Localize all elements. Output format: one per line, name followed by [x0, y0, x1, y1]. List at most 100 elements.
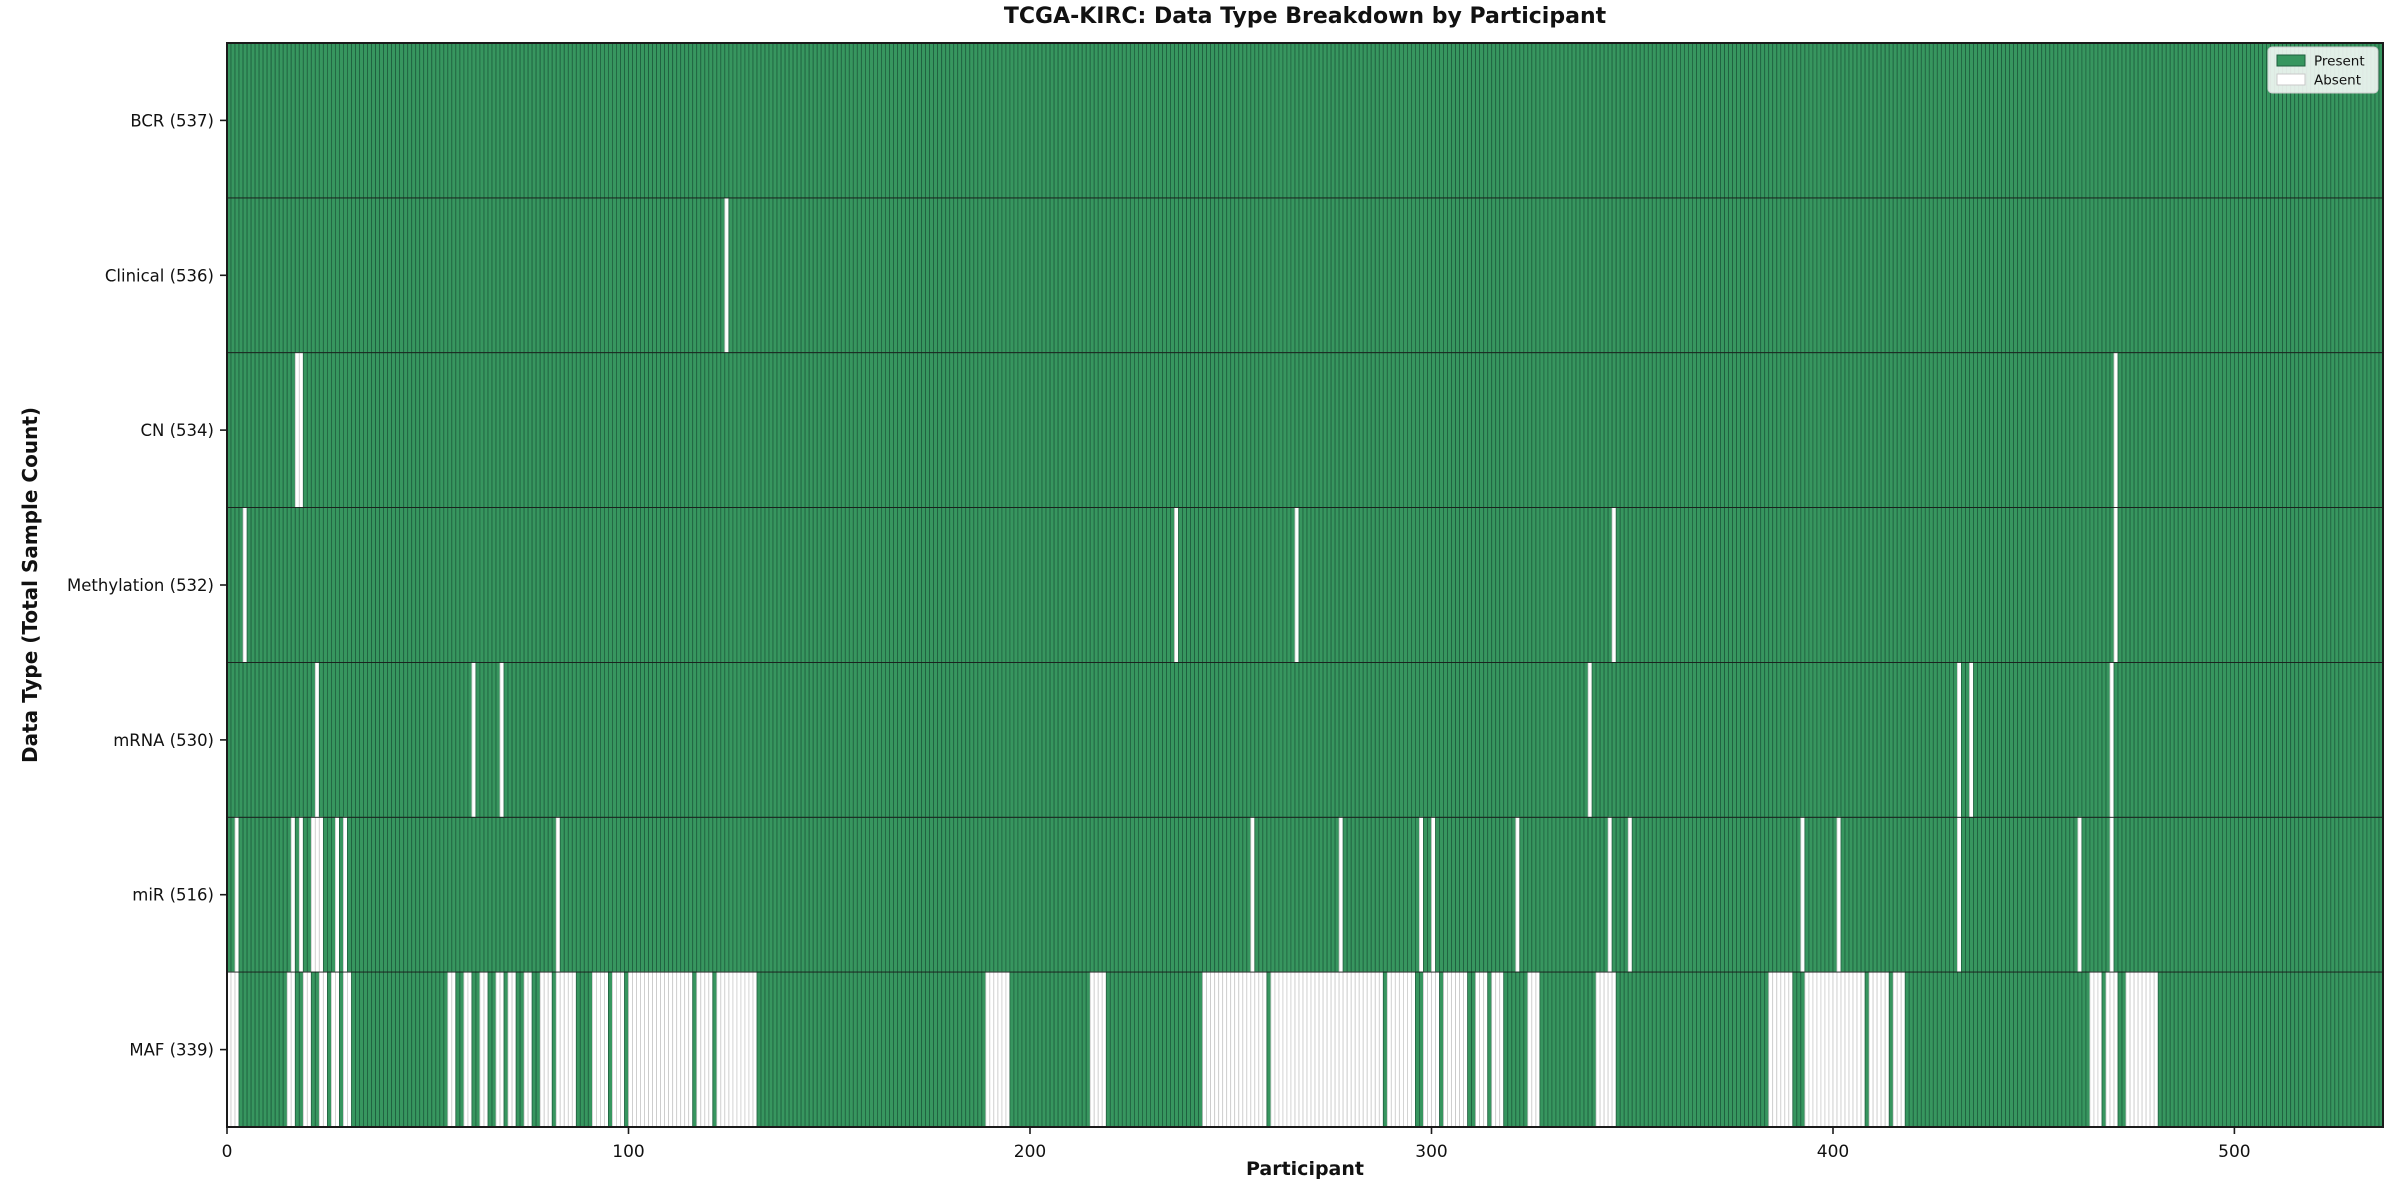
participant-cell: [1708, 662, 1713, 818]
participant-cell: [1559, 352, 1565, 508]
participant-cell: [555, 971, 561, 1128]
participant-cell: [784, 662, 790, 818]
participant-cell: [808, 197, 814, 354]
participant-cell: [640, 197, 645, 354]
participant-cell: [1704, 197, 1709, 354]
participant-cell: [1399, 971, 1404, 1128]
participant-cell: [989, 352, 995, 508]
participant-cell: [1627, 662, 1633, 818]
participant-cell: [1346, 816, 1352, 973]
participant-cell: [1186, 352, 1192, 508]
participant-cell: [1021, 197, 1027, 354]
participant-cell: [1242, 352, 1248, 508]
participant-cell: [2298, 197, 2304, 354]
participant-cell: [559, 507, 565, 663]
participant-cell: [471, 662, 477, 818]
participant-cell: [2013, 816, 2019, 973]
participant-cell: [1158, 197, 1163, 354]
participant-cell: [680, 507, 686, 663]
participant-cell: [2029, 971, 2035, 1128]
participant-cell: [290, 42, 296, 199]
participant-cell: [1692, 507, 1697, 663]
participant-cell: [2229, 816, 2235, 973]
participant-cell: [387, 197, 393, 354]
participant-cell: [1495, 507, 1501, 663]
participant-cell: [294, 197, 300, 354]
participant-cell: [1716, 197, 1721, 354]
participant-cell: [2258, 42, 2263, 199]
participant-cell: [278, 507, 284, 663]
participant-cell: [616, 197, 621, 354]
participant-cell: [1443, 42, 1448, 199]
participant-cell: [901, 662, 906, 818]
participant-cell: [1334, 42, 1340, 199]
participant-cell: [515, 42, 521, 199]
participant-cell: [1981, 507, 1986, 663]
participant-cell: [2041, 507, 2047, 663]
participant-cell: [1041, 42, 1047, 199]
participant-cell: [2161, 816, 2167, 973]
participant-cell: [527, 662, 533, 818]
participant-cell: [865, 42, 870, 199]
participant-cell: [632, 971, 637, 1128]
participant-cell: [1037, 42, 1043, 199]
participant-cell: [989, 197, 995, 354]
participant-cell: [2017, 816, 2023, 973]
participant-cell: [2117, 352, 2123, 508]
participant-cell: [1045, 971, 1051, 1128]
participant-cell: [539, 662, 545, 818]
participant-cell: [1748, 971, 1754, 1128]
participant-cell: [2073, 42, 2079, 199]
participant-cell: [1049, 352, 1055, 508]
participant-cell: [2250, 507, 2255, 663]
participant-cell: [1230, 197, 1236, 354]
participant-cell: [1274, 507, 1280, 663]
participant-cell: [330, 816, 336, 973]
participant-cell: [1728, 42, 1734, 199]
participant-cell: [1483, 507, 1489, 663]
participant-cell: [1101, 42, 1107, 199]
participant-cell: [575, 352, 581, 508]
participant-cell: [1483, 816, 1489, 973]
participant-cell: [1322, 197, 1328, 354]
participant-cell: [792, 197, 798, 354]
participant-cell: [342, 352, 348, 508]
participant-cell: [1467, 971, 1473, 1128]
participant-cell: [1977, 971, 1982, 1128]
participant-cell: [1407, 971, 1412, 1128]
participant-cell: [1230, 971, 1236, 1128]
y-tick-label: Clinical (536): [105, 266, 214, 285]
participant-cell: [728, 352, 734, 508]
participant-cell: [1358, 352, 1364, 508]
participant-cell: [2322, 662, 2328, 818]
participant-cell: [2262, 197, 2268, 354]
participant-cell: [1162, 42, 1167, 199]
participant-cell: [1194, 352, 1200, 508]
participant-cell: [1957, 352, 1962, 508]
participant-cell: [1981, 971, 1986, 1128]
participant-cell: [869, 507, 874, 663]
participant-cell: [1093, 816, 1099, 973]
participant-cell: [961, 971, 967, 1128]
participant-cell: [1672, 197, 1677, 354]
participant-cell: [391, 816, 397, 973]
participant-cell: [1415, 352, 1420, 508]
participant-cell: [2149, 971, 2155, 1128]
participant-cell: [1125, 352, 1131, 508]
participant-cell: [282, 42, 288, 199]
participant-cell: [716, 816, 722, 973]
participant-cell: [620, 971, 625, 1128]
participant-cell: [2306, 971, 2312, 1128]
participant-cell: [1451, 507, 1456, 663]
participant-cell: [1720, 42, 1725, 199]
participant-cell: [1563, 816, 1569, 973]
participant-cell: [535, 816, 541, 973]
participant-cell: [1559, 662, 1565, 818]
participant-cell: [2250, 197, 2255, 354]
participant-cell: [1961, 352, 1966, 508]
participant-cell: [2121, 507, 2127, 663]
participant-cell: [2302, 352, 2308, 508]
participant-cell: [672, 197, 678, 354]
participant-cell: [2322, 507, 2328, 663]
participant-cell: [1708, 42, 1713, 199]
